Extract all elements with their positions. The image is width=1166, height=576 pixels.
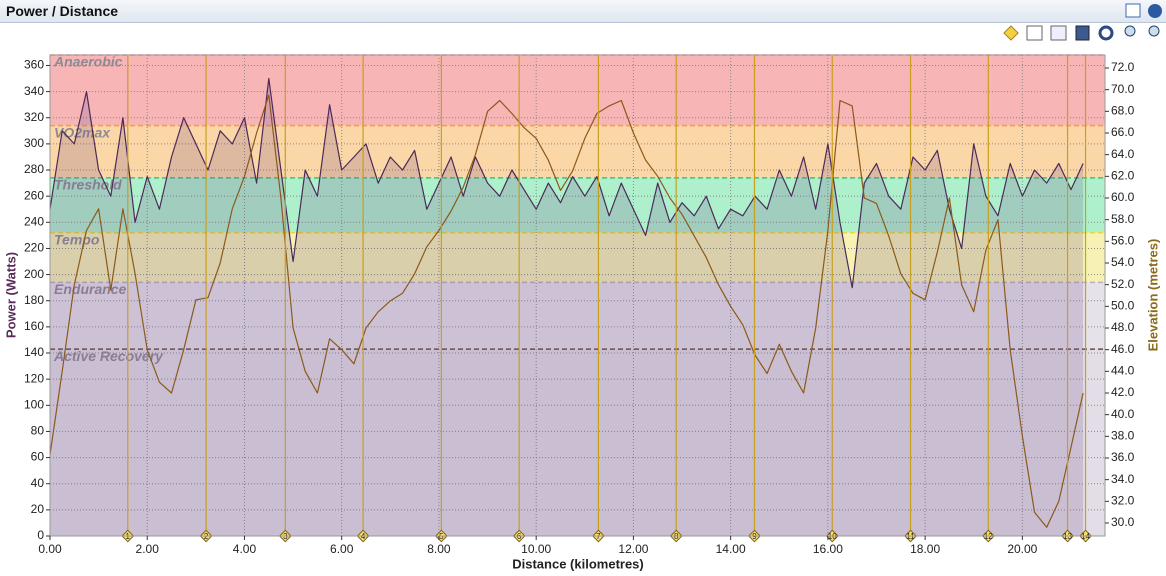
y2-tick-label: 40.0 <box>1111 407 1135 421</box>
y-tick-label: 140 <box>24 345 44 359</box>
y-tick-label: 60 <box>31 450 45 464</box>
zone-band <box>50 125 1105 178</box>
save-button[interactable] <box>1075 25 1090 41</box>
lap-label: 5 <box>439 532 444 541</box>
zone-band <box>50 177 1105 233</box>
y2-tick-label: 38.0 <box>1111 429 1135 443</box>
lap-label: 14 <box>1081 532 1090 541</box>
x-tick-label: 20.00 <box>1007 542 1037 556</box>
x-tick-label: 10.00 <box>521 542 551 556</box>
y2-tick-label: 30.0 <box>1111 515 1135 529</box>
menu-button[interactable] <box>1148 4 1162 18</box>
zoom-in-button[interactable] <box>1148 25 1160 37</box>
x-axis-title: Distance (kilometres) <box>512 556 644 571</box>
y-tick-label: 0 <box>37 528 44 542</box>
window-title: Power / Distance <box>6 3 119 19</box>
y-axis-title: Power (Watts) <box>3 252 18 338</box>
y2-tick-label: 42.0 <box>1111 385 1135 399</box>
toolbar <box>1003 3 1162 41</box>
title-bar: Power / Distance <box>0 0 1166 23</box>
y2-tick-label: 66.0 <box>1111 125 1135 139</box>
lap-label: 4 <box>361 532 366 541</box>
y2-tick-label: 62.0 <box>1111 169 1135 183</box>
lap-label: 12 <box>984 532 993 541</box>
y2-tick-label: 58.0 <box>1111 212 1135 226</box>
y2-tick-label: 50.0 <box>1111 299 1135 313</box>
x-tick-label: 8.00 <box>427 542 451 556</box>
lap-label: 7 <box>596 532 601 541</box>
x-tick-label: 2.00 <box>136 542 160 556</box>
zone-label: Tempo <box>54 231 100 247</box>
y2-tick-label: 64.0 <box>1111 147 1135 161</box>
y2-tick-label: 70.0 <box>1111 82 1135 96</box>
y-tick-label: 360 <box>24 58 44 72</box>
x-tick-label: 12.00 <box>618 542 648 556</box>
y2-tick-label: 36.0 <box>1111 450 1135 464</box>
x-tick-label: 18.00 <box>910 542 940 556</box>
y-tick-label: 160 <box>24 319 44 333</box>
y2-tick-label: 32.0 <box>1111 494 1135 508</box>
zone-label: Threshold <box>54 177 122 193</box>
y-tick-label: 220 <box>24 241 44 255</box>
x-tick-label: 16.00 <box>813 542 843 556</box>
zone-band <box>50 55 1105 126</box>
x-tick-label: 4.00 <box>233 542 257 556</box>
y-tick-label: 180 <box>24 293 44 307</box>
lap-label: 9 <box>752 532 757 541</box>
zoom-out-button[interactable] <box>1124 25 1136 37</box>
y2-tick-label: 48.0 <box>1111 320 1135 334</box>
lap-label: 10 <box>828 532 837 541</box>
y-tick-label: 80 <box>31 424 45 438</box>
x-tick-label: 6.00 <box>330 542 354 556</box>
y-tick-label: 280 <box>24 162 44 176</box>
zone-label: VO2max <box>54 124 111 140</box>
y-tick-label: 100 <box>24 397 44 411</box>
zone-label: Endurance <box>54 281 127 297</box>
y-tick-label: 300 <box>24 136 44 150</box>
lap-label: 11 <box>906 532 915 541</box>
window-button[interactable] <box>1125 3 1141 18</box>
chart-button[interactable] <box>1050 25 1067 41</box>
y2-tick-label: 68.0 <box>1111 104 1135 118</box>
y2-tick-label: 52.0 <box>1111 277 1135 291</box>
y-tick-label: 200 <box>24 267 44 281</box>
y2-axis-title: Elevation (metres) <box>1145 239 1160 352</box>
y-tick-label: 340 <box>24 84 44 98</box>
y2-tick-label: 46.0 <box>1111 342 1135 356</box>
y2-tick-label: 56.0 <box>1111 234 1135 248</box>
y2-tick-label: 60.0 <box>1111 190 1135 204</box>
y2-tick-label: 72.0 <box>1111 60 1135 74</box>
lap-label: 8 <box>674 532 679 541</box>
lap-label: 3 <box>283 532 288 541</box>
plot-area: Anaerobic VO2max Threshold Tempo Endurance Ac… <box>49 54 1105 543</box>
zone-label: Anaerobic <box>53 54 123 70</box>
y-tick-label: 120 <box>24 371 44 385</box>
y2-tick-label: 44.0 <box>1111 364 1135 378</box>
zone-label: Active Recovery <box>53 348 164 364</box>
y-tick-label: 320 <box>24 110 44 124</box>
y-tick-label: 20 <box>31 502 45 516</box>
plot-frame <box>49 54 1106 537</box>
y-tick-label: 240 <box>24 214 44 228</box>
zone-band <box>50 349 1105 536</box>
x-tick-label: 0.00 <box>38 542 62 556</box>
lap-label: 2 <box>204 532 209 541</box>
series-area <box>50 78 1084 536</box>
y2-tick-label: 54.0 <box>1111 255 1135 269</box>
y2-tick-label: 34.0 <box>1111 472 1135 486</box>
marker-button[interactable] <box>1003 25 1019 41</box>
x-tick-label: 14.00 <box>716 542 746 556</box>
lap-label: 1 <box>126 532 131 541</box>
lap-label: 6 <box>517 532 522 541</box>
zone-band <box>50 282 1105 350</box>
y-tick-label: 40 <box>31 476 45 490</box>
y-tick-label: 260 <box>24 188 44 202</box>
settings-button[interactable] <box>1098 25 1114 41</box>
table-button[interactable] <box>1026 25 1043 41</box>
lap-label: 13 <box>1063 532 1072 541</box>
